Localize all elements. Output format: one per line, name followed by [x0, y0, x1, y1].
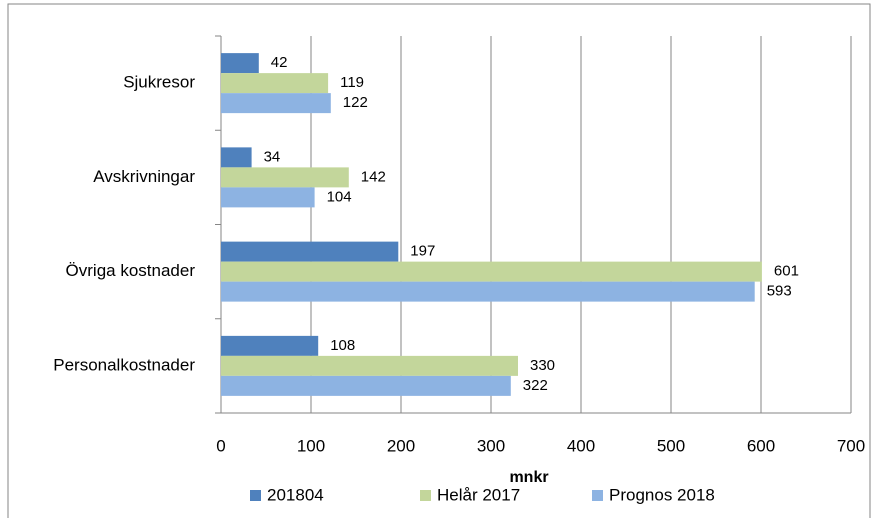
data-label: 330 [530, 357, 555, 374]
bar [221, 73, 329, 94]
y-tick-label: Sjukresor [123, 73, 195, 92]
x-tick-label: 400 [567, 436, 595, 455]
x-axis-label: mnkr [509, 469, 548, 486]
x-tick-label: 300 [477, 436, 505, 455]
legend-label: Helår 2017 [437, 485, 520, 504]
x-tick-label: 100 [297, 436, 325, 455]
data-label: 119 [340, 74, 364, 91]
bar [221, 53, 259, 74]
data-label: 593 [767, 283, 792, 300]
bar [221, 93, 331, 114]
x-tick-label: 600 [747, 436, 775, 455]
bar [221, 261, 762, 282]
legend-label: Prognos 2018 [609, 485, 715, 504]
data-label: 42 [271, 54, 288, 71]
bar [221, 335, 319, 356]
data-label: 322 [523, 377, 548, 394]
data-label: 34 [264, 148, 281, 165]
bar [221, 147, 252, 168]
data-label: 197 [410, 243, 435, 260]
legend-swatch [420, 490, 431, 501]
x-tick-label: 500 [657, 436, 685, 455]
bar [221, 167, 349, 188]
x-tick-label: 700 [837, 436, 865, 455]
bar [221, 355, 518, 376]
bar [221, 187, 315, 208]
bar [221, 241, 399, 262]
y-tick-label: Personalkostnader [53, 355, 195, 374]
bar [221, 281, 755, 302]
data-label: 142 [361, 168, 386, 185]
data-label: 104 [327, 188, 352, 205]
bar [221, 375, 511, 396]
legend-swatch [592, 490, 603, 501]
data-label: 108 [330, 337, 355, 354]
x-tick-label: 200 [387, 436, 415, 455]
data-label: 122 [343, 94, 368, 111]
y-tick-label: Övriga kostnader [66, 261, 196, 280]
y-tick-label: Avskrivningar [93, 167, 195, 186]
data-label: 601 [774, 263, 799, 280]
legend-swatch [250, 490, 261, 501]
legend-label: 201804 [267, 485, 324, 504]
x-tick-label: 0 [216, 436, 225, 455]
